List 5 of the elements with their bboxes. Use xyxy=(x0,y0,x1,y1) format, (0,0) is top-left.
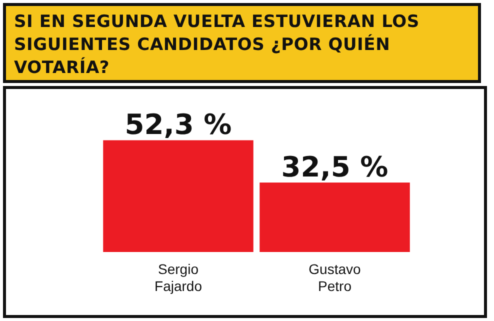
chart-title: SI EN SEGUNDA VUELTA ESTUVIERAN LOS SIGUIENTES CANDIDATOS ¿POR QUIÉN VOTARÍA? xyxy=(3,3,481,83)
x-tick-label: Sergio Fajardo xyxy=(154,261,202,294)
x-tick-label: Gustavo Petro xyxy=(308,261,362,294)
data-label: 52,3 % xyxy=(124,108,232,142)
data-label: 32,5 % xyxy=(281,150,388,184)
